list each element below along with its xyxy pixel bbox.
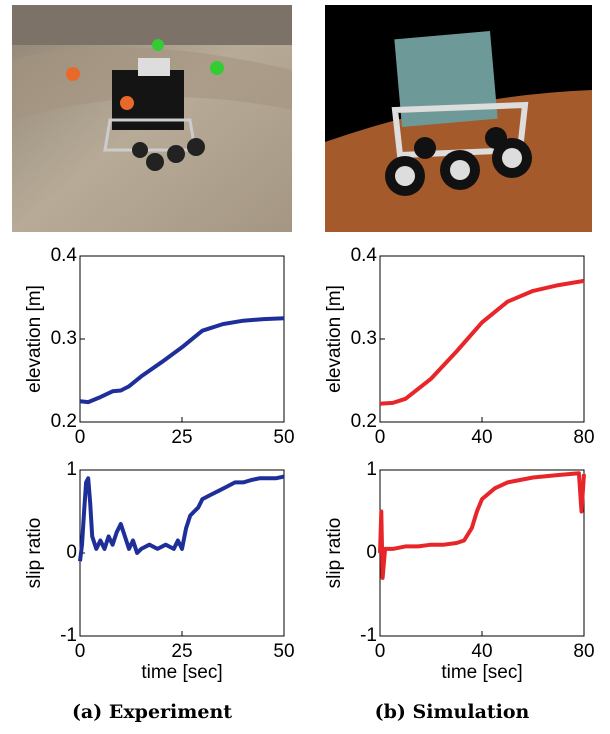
data-line xyxy=(379,278,585,406)
plot-frame xyxy=(79,469,285,637)
x-tick-label: 0 xyxy=(75,641,86,662)
x-axis-label: time [sec] xyxy=(141,662,222,683)
x-tick-label: 50 xyxy=(273,427,294,448)
y-tick-label: 0 xyxy=(66,542,77,563)
simulation-photo xyxy=(325,5,592,232)
y-axis-label: elevation [m] xyxy=(24,285,45,393)
x-tick-label: 25 xyxy=(171,641,192,662)
y-tick-label: 0.2 xyxy=(351,411,377,432)
x-tick-label: 80 xyxy=(573,427,594,448)
x-tick-label: 40 xyxy=(471,641,492,662)
y-tick-label: 0.2 xyxy=(51,411,77,432)
y-axis-label: slip ratio xyxy=(324,518,345,589)
x-tick-label: 50 xyxy=(273,641,294,662)
y-tick-label: 0.4 xyxy=(51,245,78,266)
x-tick-label: 0 xyxy=(75,427,86,448)
data-line xyxy=(79,316,285,405)
plot-frame xyxy=(79,255,285,423)
y-tick-label: -1 xyxy=(360,625,377,646)
y-axis-label: elevation [m] xyxy=(324,285,345,393)
caption: (b) Simulation xyxy=(375,701,530,723)
x-axis-label: time [sec] xyxy=(441,662,522,683)
x-tick-label: 80 xyxy=(573,641,594,662)
data-line xyxy=(378,471,586,580)
plot-frame xyxy=(379,469,585,637)
data-line xyxy=(78,474,285,562)
caption: (a) Experiment xyxy=(72,701,232,723)
y-tick-label: 1 xyxy=(366,459,377,480)
experiment-photo xyxy=(12,5,292,232)
y-tick-label: 0.3 xyxy=(51,328,77,349)
x-tick-label: 0 xyxy=(375,427,386,448)
y-tick-label: 0.3 xyxy=(351,328,377,349)
y-tick-label: 0.4 xyxy=(351,245,378,266)
y-axis-label: slip ratio xyxy=(24,518,45,589)
x-tick-label: 0 xyxy=(375,641,386,662)
y-tick-label: 1 xyxy=(66,459,77,480)
y-tick-label: 0 xyxy=(366,542,377,563)
x-tick-label: 40 xyxy=(471,427,492,448)
x-tick-label: 25 xyxy=(171,427,192,448)
y-tick-label: -1 xyxy=(60,625,77,646)
